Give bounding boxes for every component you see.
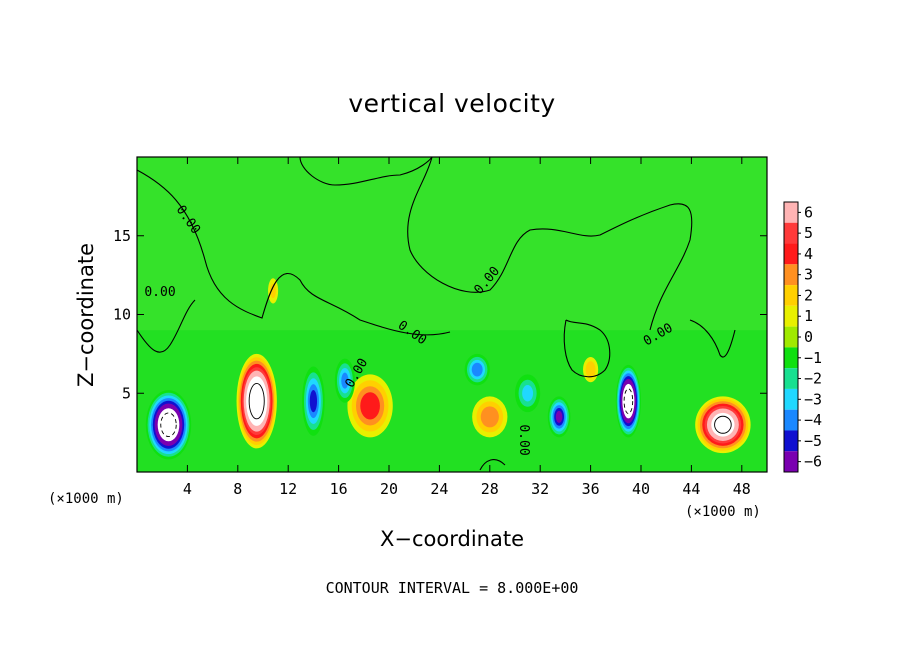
- x-tick-label: 36: [582, 480, 600, 498]
- zero-contour-line: [137, 169, 451, 336]
- x-unit-label-left: (×1000 m): [48, 491, 124, 507]
- field-level: [480, 406, 499, 428]
- x-tick-label: 44: [682, 480, 700, 498]
- colorbar-swatch: [784, 222, 798, 244]
- x-tick-label: 32: [531, 480, 549, 498]
- colorbar-label: −5: [804, 432, 822, 450]
- contour-interval-note: CONTOUR INTERVAL = 8.000E+00: [326, 579, 579, 597]
- x-tick-label: 16: [330, 480, 348, 498]
- core-contour: [160, 412, 177, 438]
- colorbar-label: 0: [804, 328, 813, 346]
- zero-contour-line: [689, 319, 736, 358]
- zero-contour-line: [137, 299, 196, 353]
- colorbar-swatch: [784, 430, 798, 452]
- y-axis-label: Z−coordinate: [74, 243, 98, 387]
- colorbar-swatch: [784, 305, 798, 327]
- colorbar-label: 5: [804, 224, 813, 242]
- colorbar-swatch: [784, 347, 798, 369]
- field-level: [585, 361, 596, 378]
- x-tick-label: 40: [632, 480, 650, 498]
- colorbar-label: −3: [804, 390, 822, 408]
- zero-contour-line: [479, 459, 506, 471]
- colorbar-label: −4: [804, 411, 822, 429]
- x-axis: 4 8 12 16 20 24 28 32 36 40 44 48: [183, 157, 751, 498]
- downdraft-cell-9: [334, 358, 355, 403]
- colorbar-label: 6: [804, 203, 813, 221]
- colorbar-swatch: [784, 451, 798, 472]
- x-unit-label-right: (×1000 m): [685, 504, 761, 520]
- colorbar-label: −1: [804, 349, 822, 367]
- colorbar-swatch: [784, 285, 798, 306]
- colorbar-label: −2: [804, 370, 822, 388]
- y-tick-label: 15: [113, 227, 131, 245]
- updraft-cell-0: [236, 353, 277, 449]
- downdraft-cell-6: [145, 390, 192, 460]
- colorbar-swatch: [784, 368, 798, 389]
- downdraft-cell-8: [302, 366, 325, 436]
- updraft-cell-1: [695, 396, 751, 454]
- colorbar-swatch: [784, 243, 798, 265]
- zero-contour-line: [407, 157, 693, 331]
- colorbar-swatch: [784, 326, 798, 348]
- zero-contour-line: [299, 157, 433, 186]
- contour-label: 0.00: [516, 424, 531, 455]
- colorbar-swatch: [784, 202, 798, 223]
- field-level: [341, 372, 349, 389]
- updraft-cell-2: [347, 374, 393, 438]
- colorbar-label: 1: [804, 307, 813, 325]
- field-level: [555, 410, 563, 423]
- colorbar-swatch: [784, 409, 798, 431]
- zero-contour-line: [563, 319, 611, 378]
- field-level: [309, 390, 318, 413]
- downdraft-cell-12: [515, 374, 541, 413]
- updraft-cell-5: [268, 278, 279, 304]
- plot-area: 0.000.000.000.000.000.000.00: [136, 156, 768, 473]
- updraft-cell-3: [472, 396, 508, 438]
- downdraft-cell-10: [464, 353, 490, 386]
- field-level: [270, 283, 276, 299]
- colorbar-swatch: [784, 264, 798, 286]
- x-tick-label: 4: [183, 480, 192, 498]
- y-tick-label: 10: [113, 306, 131, 324]
- y-axis: 5 10 15: [113, 227, 767, 402]
- contour-label: 0.00: [144, 285, 175, 300]
- x-tick-label: 12: [279, 480, 297, 498]
- colorbar-label: 2: [804, 286, 813, 304]
- core-contour: [623, 388, 634, 414]
- downdraft-cell-11: [547, 396, 571, 438]
- core-contour: [248, 382, 265, 420]
- x-tick-label: 20: [380, 480, 398, 498]
- x-tick-label: 28: [481, 480, 499, 498]
- y-tick-label: 5: [122, 384, 131, 402]
- velocity-field: [137, 157, 767, 472]
- upper-band: [137, 157, 767, 331]
- colorbar-label: 4: [804, 245, 813, 263]
- x-axis-label: X−coordinate: [380, 527, 524, 551]
- field-level: [522, 385, 534, 402]
- colorbar-swatch: [784, 388, 798, 410]
- field-level: [471, 362, 483, 377]
- chart-title: vertical velocity: [348, 89, 555, 118]
- field-level: [360, 392, 380, 420]
- updraft-cell-4: [583, 357, 599, 383]
- colorbar-label: 3: [804, 266, 813, 284]
- colorbar-label: −6: [804, 453, 822, 471]
- downdraft-cell-7: [615, 364, 642, 438]
- colorbar: 6 5 4 3 2 1 0 −1 −2 −3 −4 −5 −6: [783, 201, 822, 473]
- x-tick-label: 24: [430, 480, 448, 498]
- x-tick-label: 48: [733, 480, 751, 498]
- x-tick-label: 8: [233, 480, 242, 498]
- core-contour: [714, 415, 732, 434]
